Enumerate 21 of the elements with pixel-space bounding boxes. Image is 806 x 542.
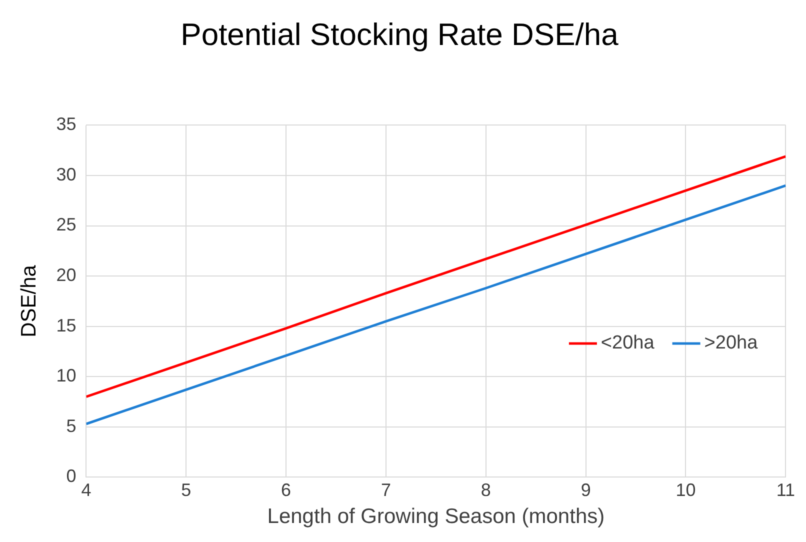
y-tick-label: 20 — [56, 265, 76, 286]
x-tick-label: 6 — [281, 480, 292, 500]
x-tick-label: 4 — [81, 480, 92, 500]
y-tick-label: 0 — [66, 466, 76, 486]
y-tick-label: 5 — [66, 416, 76, 436]
y-tick-label: 15 — [56, 315, 76, 336]
chart-title: Potential Stocking Rate DSE/ha — [180, 17, 620, 52]
x-tick-label: 7 — [380, 480, 391, 500]
x-tick-label: 9 — [580, 480, 591, 500]
x-tick-label: 11 — [776, 480, 795, 500]
legend-label: <20ha — [600, 332, 655, 354]
y-tick-label: 10 — [56, 366, 76, 386]
y-tick-label: 30 — [56, 164, 76, 184]
y-tick-label: 35 — [56, 114, 76, 134]
y-tick-label: 25 — [56, 214, 76, 235]
x-tick-label: 8 — [480, 480, 491, 500]
x-tick-label: 5 — [181, 480, 192, 500]
x-axis-title: Length of Growing Season (months) — [267, 505, 605, 528]
x-tick-label: 10 — [676, 480, 696, 500]
y-axis-title: DSE/ha — [17, 264, 40, 338]
legend-label: >20ha — [704, 332, 758, 354]
